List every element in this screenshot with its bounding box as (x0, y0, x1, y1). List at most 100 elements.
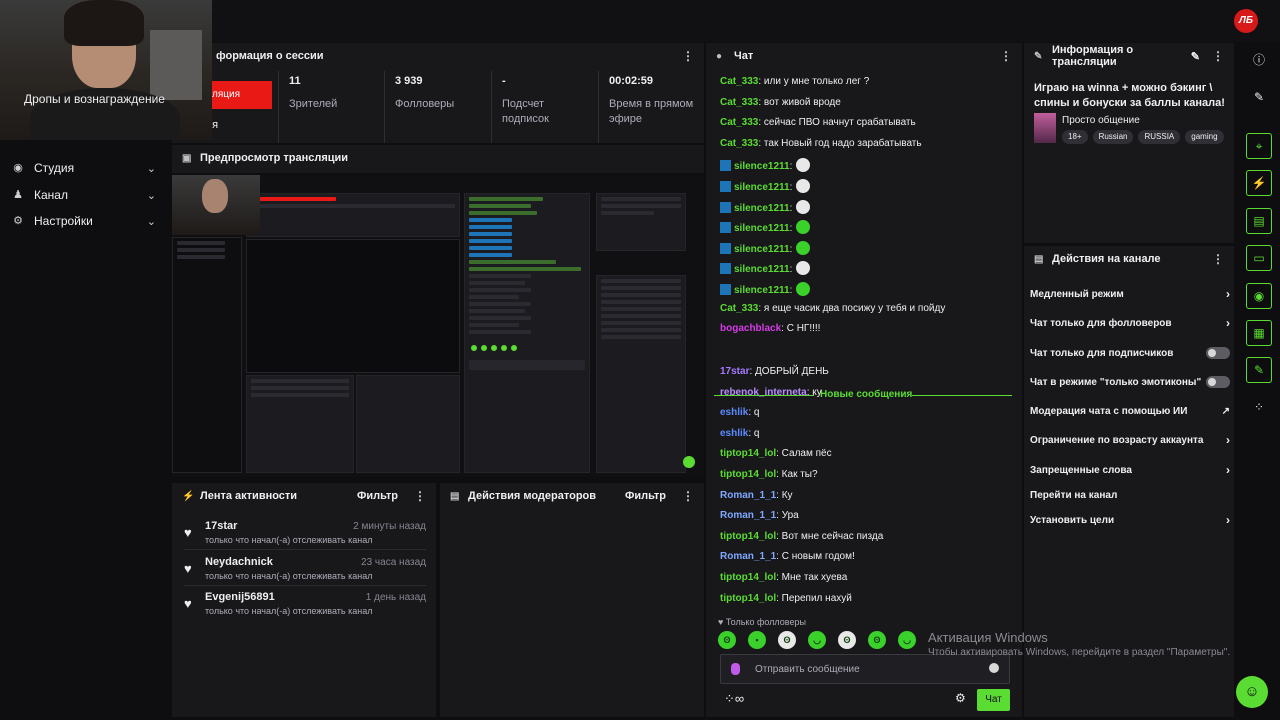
chat-message[interactable]: Cat_333: сейчас ПВО начнут срабатывать (720, 117, 916, 129)
chat-message[interactable]: Roman_1_1: С новым годом! (720, 551, 855, 563)
activity-panel: ⚡ Лента активности Фильтр ⋮ ♥ 17star 2 м… (172, 483, 436, 717)
chat-message[interactable]: silence1211: (720, 199, 811, 214)
chat-message[interactable]: Roman_1_1: Ура (720, 510, 799, 522)
sidebar-item-channel[interactable]: ♟ Канал ⌄ (0, 182, 168, 208)
tag[interactable]: 18+ (1062, 130, 1088, 144)
emote-icon (796, 220, 811, 235)
subscribers-chat-item[interactable]: Чат только для подписчиков (1030, 340, 1230, 366)
emote-button[interactable]: ʘ (718, 631, 736, 649)
stream-preview[interactable] (172, 175, 704, 477)
points-indicator[interactable]: ⁘∞ (724, 691, 745, 706)
chat-message[interactable]: eshlik: q (720, 407, 760, 419)
chat-message[interactable]: silence1211: (720, 261, 811, 276)
emote-only-toggle[interactable] (1206, 376, 1230, 388)
chat-message[interactable]: silence1211: (720, 179, 811, 193)
wrench-icon[interactable]: ✎ (1246, 357, 1272, 383)
live-button[interactable]: ляция (206, 81, 272, 109)
chat-message[interactable]: eshlik: q (720, 427, 760, 439)
badge-icon (720, 263, 731, 275)
emote-button[interactable]: ◡ (808, 631, 826, 649)
sidebar-item-studio[interactable]: ◉ Студия ⌄ (0, 155, 168, 181)
microphone-icon[interactable] (731, 663, 740, 675)
activity-item[interactable]: ♥ Neydachnick 23 часа назад только что н… (184, 556, 426, 581)
stream-title: Играю на winna + можно бэкинг \ спины и … (1034, 82, 1225, 109)
activity-filter-button[interactable]: Фильтр (356, 490, 398, 502)
tag[interactable]: RUSSIA (1138, 130, 1181, 144)
lightning-icon[interactable]: ⚡ (1246, 170, 1272, 196)
tag[interactable]: Russian (1092, 130, 1134, 144)
category-thumbnail (1034, 113, 1056, 143)
chat-message[interactable]: Cat_333: я еще часик два посижу у тебя и… (720, 302, 946, 314)
chat-message[interactable]: tiptop14_lol: Мне так хуева (720, 572, 848, 583)
chat-message[interactable]: silence1211: (720, 240, 811, 255)
tag[interactable]: gaming (1185, 130, 1224, 144)
emote-button[interactable]: ʘ (868, 631, 886, 649)
session-panel: формация о сессии ⋮ ляция ия 11 Зрителей… (172, 43, 704, 143)
chat-message[interactable]: Cat_333: вот живой вроде (720, 96, 841, 108)
chat-message[interactable]: Cat_333: или у мне только лег ? (720, 76, 870, 87)
more-icon[interactable]: ⋮ (1000, 49, 1012, 63)
badge-icon (720, 284, 731, 295)
more-icon[interactable]: ⋮ (414, 489, 426, 503)
document-icon[interactable]: ▤ (1246, 208, 1272, 234)
info-icon[interactable]: ⓘ (1252, 53, 1265, 67)
more-icon[interactable]: ⋮ (1212, 49, 1224, 63)
age-restriction-item[interactable]: Ограничение по возрасту аккаунта › (1030, 433, 1230, 447)
set-goals-item[interactable]: Установить цели › (1030, 513, 1230, 527)
chat-message[interactable]: 17star: ДОБРЫЙ ДЕНЬ (720, 366, 829, 377)
chat-input[interactable]: Отправить сообщение (720, 654, 1010, 684)
slow-mode-item[interactable]: Медленный режим › (1030, 287, 1230, 301)
sidebar-item-label: Студия (34, 161, 75, 175)
more-icon[interactable]: ⋮ (682, 49, 694, 63)
sidebar-item-label: Настройки (34, 214, 93, 228)
sidebar-item-settings[interactable]: ⚙ Настройки ⌄ (0, 208, 168, 234)
stream-category[interactable]: Просто общение (1062, 115, 1140, 126)
chevron-right-icon: › (1226, 463, 1230, 477)
edit-icon[interactable]: ✎ (1190, 50, 1200, 63)
chat-message[interactable]: tiptop14_lol: Вот мне сейчас пизда (720, 530, 884, 542)
followers-chat-item[interactable]: Чат только для фолловеров › (1030, 316, 1230, 330)
activity-item[interactable]: ♥ Evgenij56891 1 день назад только что н… (184, 591, 426, 616)
heart-icon: ♥ (718, 617, 726, 627)
heart-icon: ♥ (184, 596, 192, 611)
banned-words-item[interactable]: Запрещенные слова › (1030, 463, 1230, 477)
more-icon[interactable]: ⋮ (682, 489, 694, 503)
support-button[interactable]: ☺ (1236, 676, 1268, 708)
chat-message[interactable]: Cat_333: так Новый год надо зарабатывать (720, 137, 922, 149)
gear-icon: ⚙ (13, 215, 23, 227)
emote-button[interactable]: ▪ (748, 631, 766, 649)
ai-moderation-item[interactable]: Модерация чата с помощью ИИ ↗ (1030, 405, 1230, 417)
chat-message[interactable]: tiptop14_lol: Перепил нахуй (720, 592, 852, 604)
layout-icon[interactable]: ▦ (1246, 320, 1272, 346)
emote-button[interactable]: ◡ (898, 631, 916, 649)
subscribers-chat-toggle[interactable] (1206, 347, 1230, 359)
chat-icon[interactable]: ▭ (1246, 245, 1272, 271)
emote-icon (796, 282, 811, 296)
emote-button[interactable]: ʘ (838, 631, 856, 649)
chat-message[interactable]: tiptop14_lol: Салам пёс (720, 448, 832, 460)
sidebar-item-drops[interactable]: Дропы и вознаграждение (24, 92, 165, 106)
site-logo[interactable]: ЛБ (1234, 9, 1258, 33)
chat-message[interactable]: silence1211: (720, 158, 811, 173)
chat-message[interactable]: tiptop14_lol: Как ты? (720, 469, 818, 480)
activity-item[interactable]: ♥ 17star 2 минуты назад только что начал… (184, 520, 426, 545)
pencil-icon[interactable]: ✎ (1253, 90, 1265, 104)
emote-only-item[interactable]: Чат в режиме "только эмотиконы" (1030, 369, 1230, 395)
badge-icon (720, 160, 731, 172)
chat-message[interactable]: bogachblack: С НГ!!!! (720, 323, 821, 335)
chat-message[interactable]: rebenok_interneta: ку (720, 386, 822, 398)
emote-button[interactable]: ʘ (778, 631, 796, 649)
go-to-channel-item[interactable]: Перейти на канал (1030, 489, 1118, 501)
target-icon[interactable]: ⌖ (1246, 133, 1272, 159)
dots-cluster-icon[interactable]: ⁘ (1253, 400, 1265, 414)
chat-message[interactable]: silence1211: (720, 220, 811, 235)
broadcast-icon[interactable]: ◉ (1246, 283, 1272, 309)
chat-message[interactable]: Roman_1_1: Ку (720, 489, 793, 501)
stream-info-title: Информация о трансляции (1052, 44, 1134, 68)
chat-message[interactable]: silence1211: (720, 282, 811, 296)
chat-send-button[interactable]: Чат (977, 689, 1010, 711)
chat-settings-icon[interactable]: ⚙ (955, 691, 966, 705)
more-icon[interactable]: ⋮ (1212, 252, 1224, 266)
smile-icon[interactable] (989, 663, 999, 673)
moderators-filter-button[interactable]: Фильтр (624, 490, 666, 502)
